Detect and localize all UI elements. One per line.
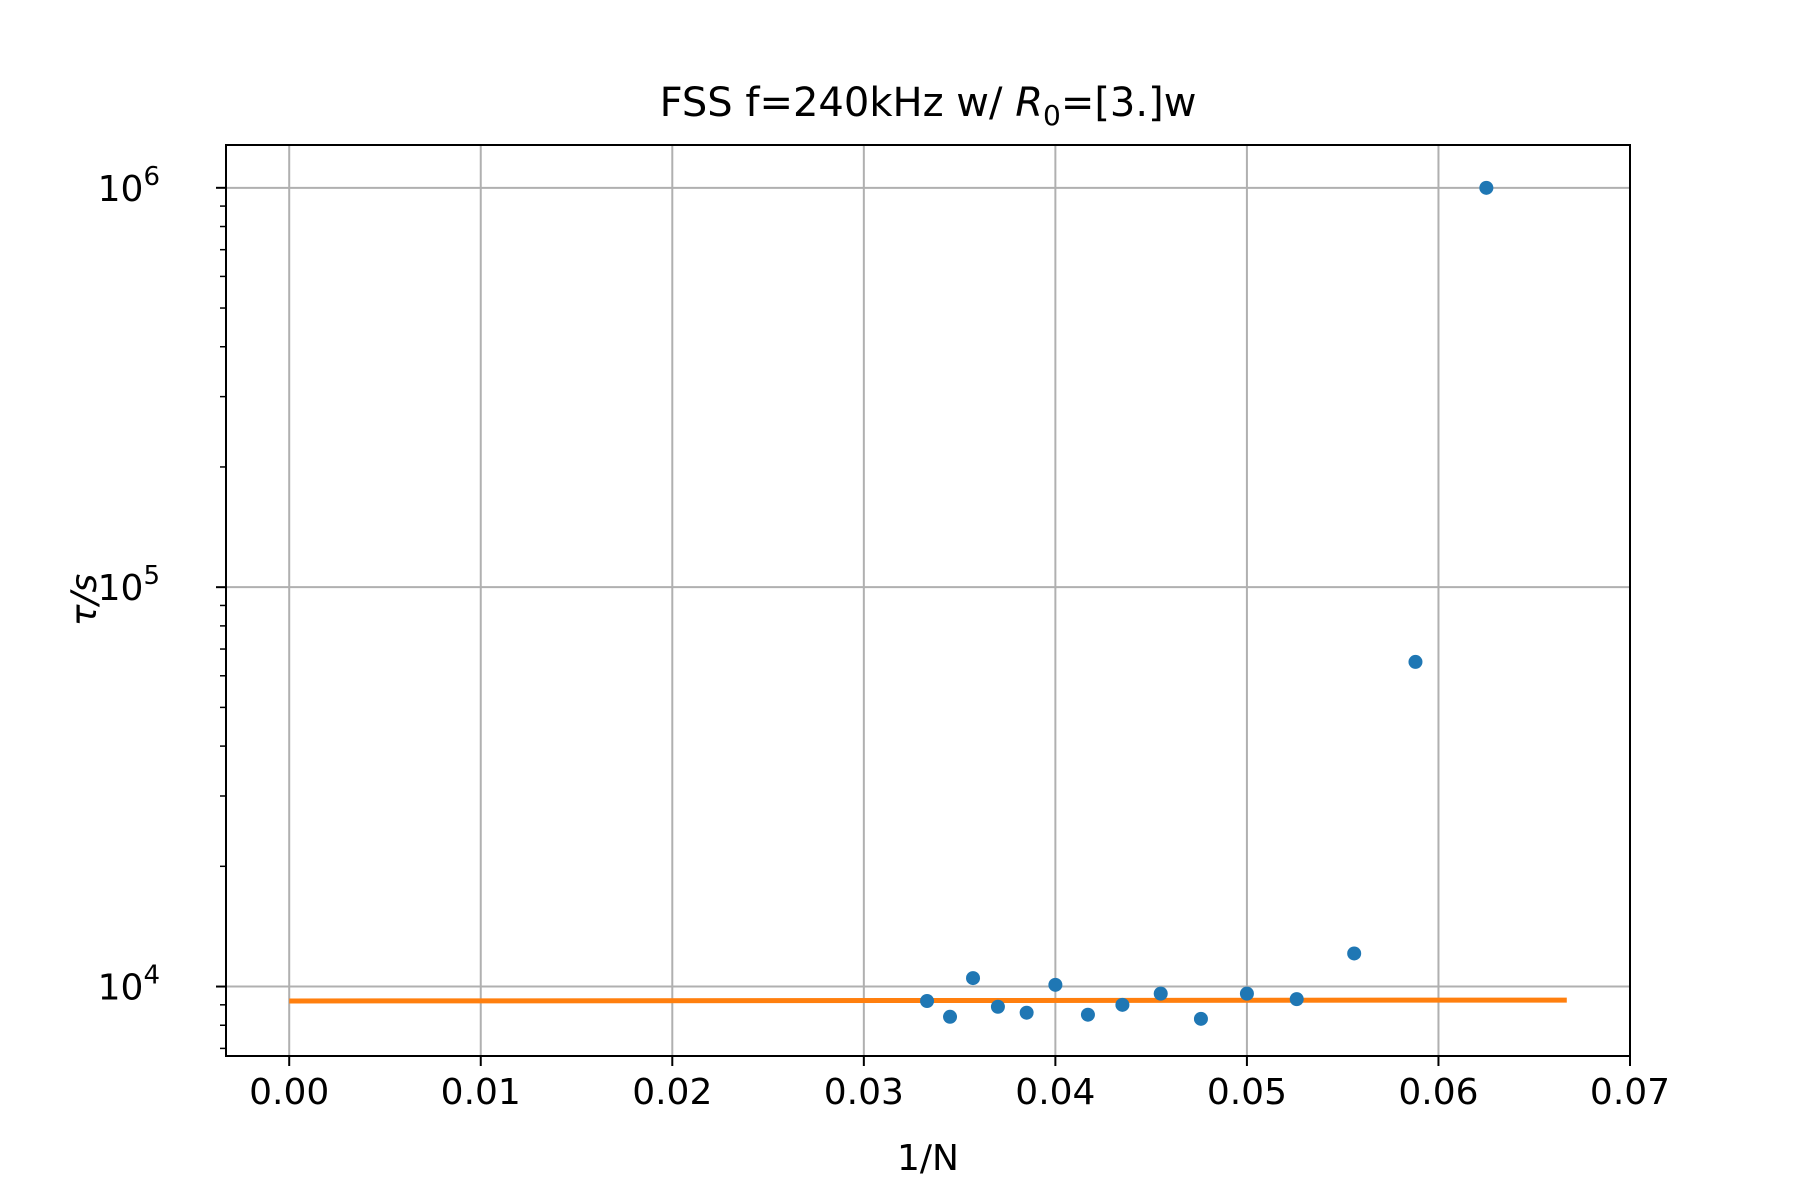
data-point [1408, 654, 1423, 669]
x-tick-label: 0.07 [1590, 1072, 1670, 1113]
x-tick-label: 0.03 [824, 1072, 904, 1113]
chart-title-main: FSS f=240kHz w/ [660, 80, 1016, 126]
x-tick-label: 0.02 [632, 1072, 712, 1113]
chart-title: FSS f=240kHz w/ R0=[3.]w [660, 80, 1197, 132]
data-point [1019, 1005, 1034, 1020]
x-axis: 0.00 0.01 0.02 0.03 0.04 0.05 0.06 0.07 [249, 1056, 1670, 1113]
x-axis-label: 1/N [897, 1138, 959, 1179]
series-layer [289, 180, 1567, 1026]
data-point [990, 999, 1005, 1014]
grid-lines [226, 145, 1631, 1056]
chart-title-math-var: R [1015, 80, 1043, 126]
data-point [1239, 986, 1254, 1001]
chart-title-tail: =[3.]w [1061, 80, 1197, 126]
data-point [1193, 1011, 1208, 1026]
x-tick-label: 0.00 [249, 1072, 329, 1113]
data-point [1479, 180, 1494, 195]
x-tick-label: 0.05 [1207, 1072, 1287, 1113]
x-tick-label: 0.04 [1015, 1072, 1095, 1113]
data-point [1153, 986, 1168, 1001]
x-tick-label: 0.06 [1398, 1072, 1478, 1113]
data-point [943, 1009, 958, 1024]
y-tick-label: 104 [98, 961, 160, 1009]
y-axis: 104 105 106 [98, 162, 226, 1050]
data-point [966, 971, 981, 986]
data-point [920, 994, 935, 1009]
y-axis-label: τ/s [64, 574, 105, 627]
y-tick-label: 105 [98, 561, 160, 609]
y-tick-label: 106 [98, 162, 160, 210]
data-point [1115, 997, 1130, 1012]
plot-frame [225, 144, 1631, 1057]
data-point [1347, 946, 1362, 961]
data-point [1080, 1007, 1095, 1022]
data-point [1289, 992, 1304, 1007]
chart-title-math-sub: 0 [1043, 99, 1061, 132]
x-tick-label: 0.01 [441, 1072, 521, 1113]
data-point [1048, 977, 1063, 992]
